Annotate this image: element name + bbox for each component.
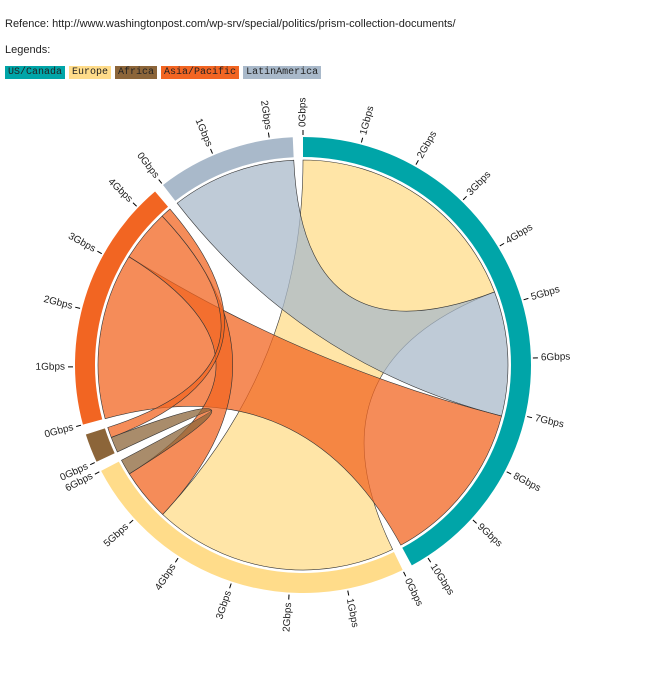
legend-item: Europe <box>69 66 112 79</box>
tick-label: 7Gbps <box>534 413 565 430</box>
tick-mark <box>499 242 505 247</box>
chord-root: 0Gbps 1Gbps 2Gbps 3Gbps 4Gbps 5Gbps 6Gbps 7Gbps… <box>35 98 570 633</box>
tick-mark <box>94 471 100 475</box>
tick-mark <box>76 424 82 427</box>
tick-mark <box>75 306 81 309</box>
tick: 6Gbps <box>532 351 571 363</box>
tick: 7Gbps <box>527 413 565 430</box>
legend-title: Legends: <box>5 44 51 56</box>
group-arc <box>85 428 115 462</box>
tick-label: 0Gbps <box>134 151 161 181</box>
legend: US/Canada Europe Africa Asia/Pacific LatinAm… <box>5 66 456 79</box>
tick-label: 8Gbps <box>511 471 542 494</box>
tick-label: 2Gbps <box>258 100 273 131</box>
legend-item: US/Canada <box>5 66 66 79</box>
tick-mark <box>415 160 419 165</box>
tick-label: 4Gbps <box>504 222 535 247</box>
tick: 4Gbps <box>153 557 179 593</box>
tick-mark <box>129 519 134 524</box>
tick: 5Gbps <box>102 519 134 549</box>
tick: 0Gbps <box>402 571 425 608</box>
tick: 0Gbps <box>298 98 309 135</box>
tick: 2Gbps <box>281 594 294 632</box>
tick-label: 1Gbps <box>35 362 65 373</box>
tick: 5Gbps <box>523 284 561 303</box>
tick: 1Gbps <box>344 590 361 628</box>
tick: 1Gbps <box>193 117 215 154</box>
group-arc <box>303 137 531 566</box>
tick: 8Gbps <box>506 471 542 494</box>
tick-mark <box>132 202 137 207</box>
tick-label: 0Gbps <box>402 577 425 608</box>
chord <box>107 208 225 438</box>
tick-mark <box>427 557 432 563</box>
tick: 0Gbps <box>43 422 82 440</box>
group-arc <box>75 191 169 425</box>
tick-mark <box>523 297 529 301</box>
tick-label: 4Gbps <box>153 562 178 593</box>
tick-mark <box>229 583 232 589</box>
tick-label: 5Gbps <box>102 521 131 549</box>
tick: 2Gbps <box>258 100 273 138</box>
tick-mark <box>89 462 95 466</box>
tick-label: 1Gbps <box>193 117 215 148</box>
chord <box>176 159 509 417</box>
group-arc <box>163 137 294 201</box>
tick-label: 3Gbps <box>465 169 493 198</box>
tick-label: 5Gbps <box>530 284 561 303</box>
tick-mark <box>472 519 477 524</box>
tick-label: 10Gbps <box>428 562 456 597</box>
tick-label: 6Gbps <box>541 351 571 363</box>
tick-mark <box>462 195 467 201</box>
tick-mark <box>403 571 407 577</box>
tick-mark <box>527 416 533 419</box>
tick-label: 9Gbps <box>475 521 504 549</box>
tick-label: 1Gbps <box>344 597 361 628</box>
tick-label: 2Gbps <box>415 129 439 160</box>
tick: 2Gbps <box>42 294 81 312</box>
tick-mark <box>174 557 179 563</box>
group-arc <box>101 461 403 593</box>
tick: 0Gbps <box>134 151 163 184</box>
tick-mark <box>97 250 102 255</box>
tick: 3Gbps <box>214 583 234 621</box>
header: Refence: http://www.washingtonpost.com/w… <box>5 0 456 79</box>
tick-mark <box>506 471 512 475</box>
tick-label: 0Gbps <box>298 98 309 127</box>
tick-mark <box>360 137 364 143</box>
tick: 1Gbps <box>35 362 74 373</box>
tick-label: 2Gbps <box>42 294 73 312</box>
tick: 4Gbps <box>499 222 535 247</box>
tick-label: 1Gbps <box>358 105 376 136</box>
tick-label: 3Gbps <box>66 231 97 255</box>
tick: 3Gbps <box>462 169 493 201</box>
reference: Refence: http://www.washingtonpost.com/w… <box>5 18 456 30</box>
tick: 3Gbps <box>66 231 102 255</box>
tick: 2Gbps <box>415 129 439 165</box>
tick-label: 2Gbps <box>281 602 294 632</box>
tick-mark <box>347 590 350 596</box>
tick-mark <box>210 148 213 154</box>
tick-label: 4Gbps <box>106 176 135 204</box>
tick: 10Gbps <box>427 557 456 597</box>
legend-item: Asia/Pacific <box>161 66 240 79</box>
chord <box>110 408 213 475</box>
tick-label: 0Gbps <box>43 422 74 440</box>
chord <box>97 256 502 546</box>
tick-mark <box>158 179 163 184</box>
tick-label: 3Gbps <box>214 589 234 620</box>
legend-item: Africa <box>115 66 158 79</box>
tick: 4Gbps <box>106 176 137 207</box>
legend-item: LatinAmerica <box>243 66 322 79</box>
tick-mark <box>267 132 270 138</box>
tick: 1Gbps <box>358 105 376 143</box>
tick: 9Gbps <box>472 519 504 549</box>
